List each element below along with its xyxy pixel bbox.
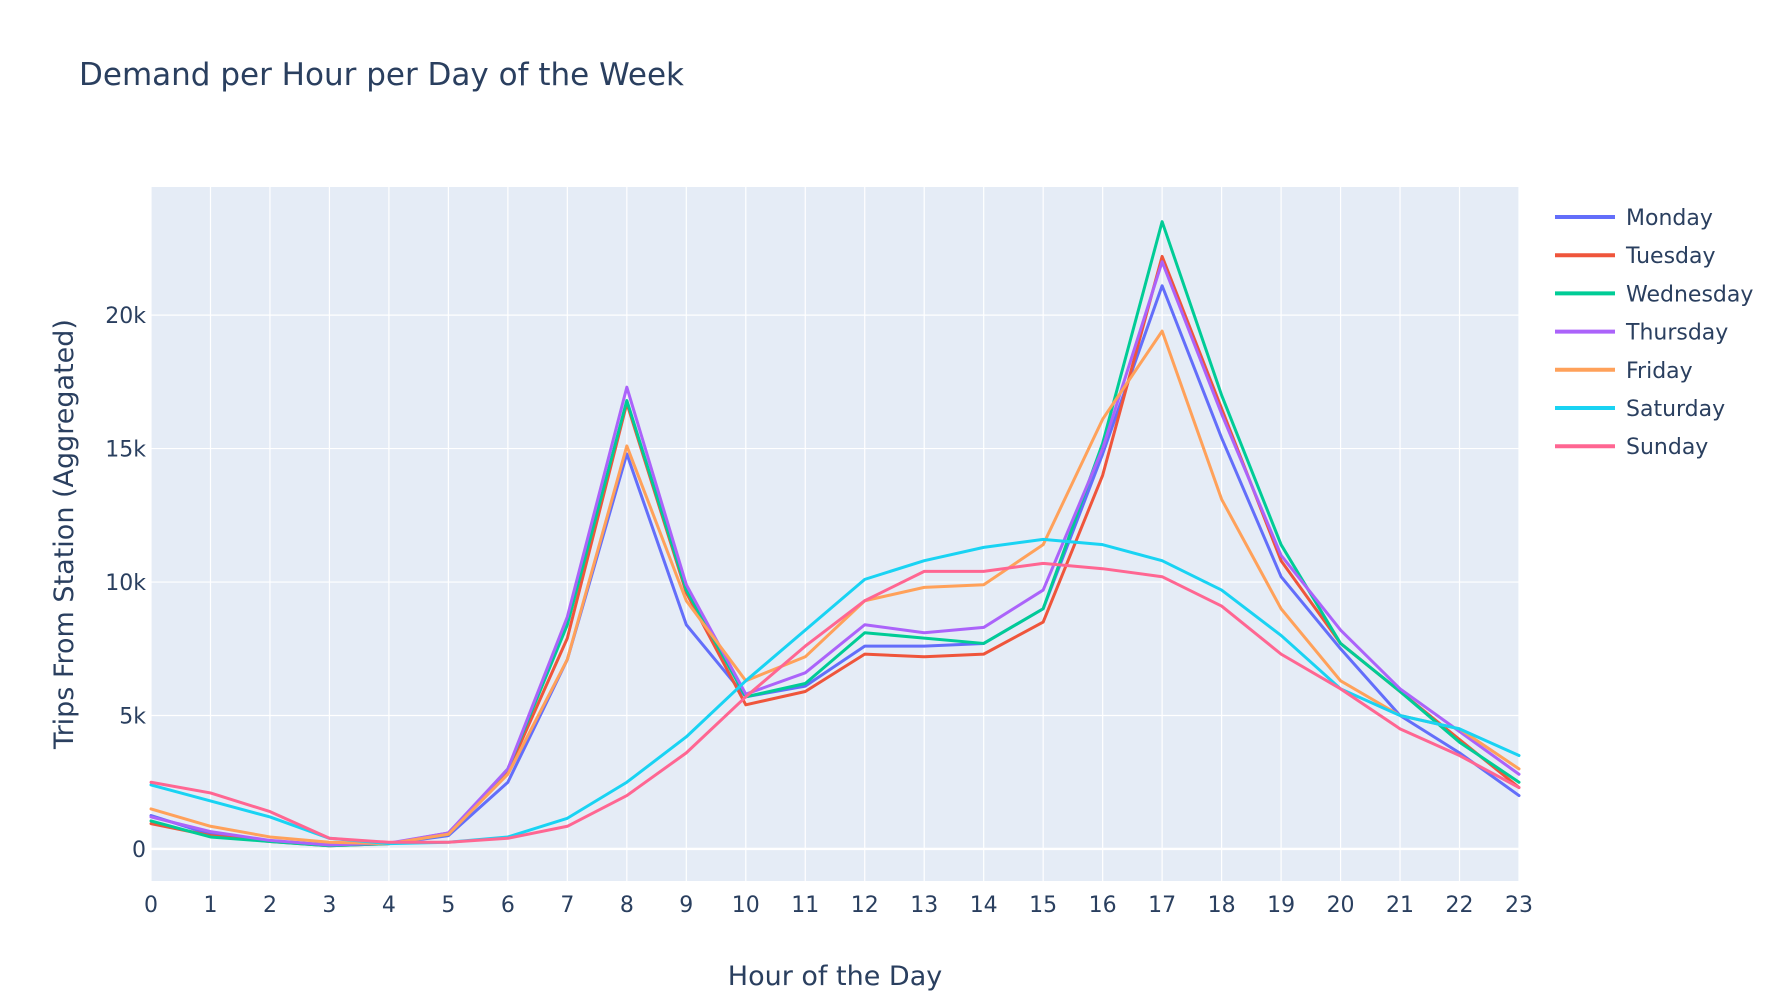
legend-item-tuesday[interactable]: Tuesday xyxy=(1555,244,1716,269)
y-tick-label: 20k xyxy=(105,304,146,329)
x-tick-label: 22 xyxy=(1446,893,1474,918)
x-tick-label: 5 xyxy=(441,893,455,918)
x-tick-label: 13 xyxy=(910,893,938,918)
legend-item-wednesday[interactable]: Wednesday xyxy=(1555,282,1753,307)
x-tick-label: 6 xyxy=(501,893,515,918)
x-tick-label: 10 xyxy=(732,893,760,918)
legend-label: Tuesday xyxy=(1625,244,1716,269)
x-tick-label: 8 xyxy=(620,893,634,918)
y-tick-label: 10k xyxy=(105,571,146,596)
y-tick-label: 0 xyxy=(132,838,146,863)
legend-label: Friday xyxy=(1626,359,1693,384)
x-tick-label: 19 xyxy=(1267,893,1295,918)
series-line-sunday xyxy=(149,561,1521,844)
x-tick-label: 17 xyxy=(1148,893,1176,918)
x-tick-label: 0 xyxy=(144,893,158,918)
x-tick-label: 23 xyxy=(1505,893,1533,918)
x-tick-label: 3 xyxy=(322,893,336,918)
legend-label: Sunday xyxy=(1626,435,1708,460)
x-tick-label: 2 xyxy=(263,893,277,918)
chart-title: Demand per Hour per Day of the Week xyxy=(79,57,684,93)
legend-label: Monday xyxy=(1626,206,1713,231)
x-tick-label: 9 xyxy=(679,893,693,918)
x-axis-ticks: 0 1 2 3 4 5 6 7 8 9 10 11 12 13 14 15 16 17 18 19 20 21 22 23 xyxy=(144,893,1533,918)
y-tick-label: 5k xyxy=(119,705,146,730)
x-tick-label: 16 xyxy=(1089,893,1117,918)
x-tick-label: 12 xyxy=(851,893,879,918)
x-tick-label: 11 xyxy=(791,893,819,918)
legend-item-friday[interactable]: Friday xyxy=(1555,359,1693,384)
y-axis-ticks: 0 5k 10k 15k 20k xyxy=(105,304,146,863)
legend-item-sunday[interactable]: Sunday xyxy=(1555,435,1708,460)
grid-lines xyxy=(150,187,1520,881)
legend-label: Wednesday xyxy=(1626,282,1753,307)
legend: Monday Tuesday Wednesday Thursday Friday Satu… xyxy=(1555,206,1753,460)
legend-item-thursday[interactable]: Thursday xyxy=(1555,321,1728,346)
x-tick-label: 20 xyxy=(1327,893,1355,918)
x-tick-label: 14 xyxy=(970,893,998,918)
x-tick-label: 1 xyxy=(203,893,217,918)
x-tick-label: 7 xyxy=(560,893,574,918)
legend-label: Thursday xyxy=(1625,321,1728,346)
legend-label: Saturday xyxy=(1626,397,1725,422)
legend-item-monday[interactable]: Monday xyxy=(1555,206,1713,231)
series-lines xyxy=(149,220,1521,848)
legend-item-saturday[interactable]: Saturday xyxy=(1555,397,1725,422)
y-tick-label: 15k xyxy=(105,438,146,463)
y-axis-title: Trips From Station (Aggregated) xyxy=(49,319,80,750)
x-tick-label: 18 xyxy=(1208,893,1236,918)
x-axis-title: Hour of the Day xyxy=(728,961,942,992)
x-tick-label: 21 xyxy=(1386,893,1414,918)
x-tick-label: 4 xyxy=(382,893,396,918)
plot-area xyxy=(151,187,1519,881)
x-tick-label: 15 xyxy=(1029,893,1057,918)
